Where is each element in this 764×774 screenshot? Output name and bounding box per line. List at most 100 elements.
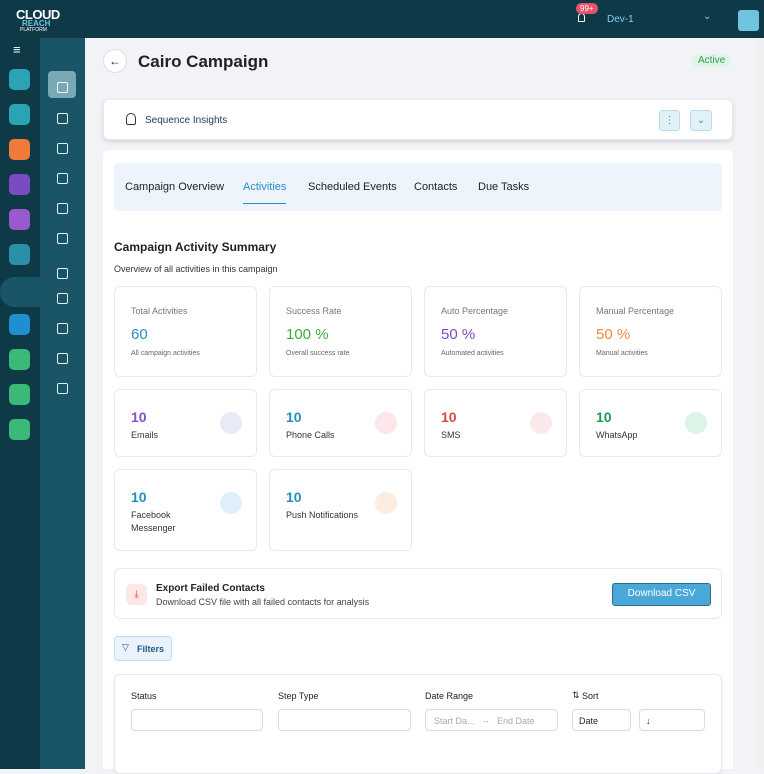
chevron[interactable]: ⌄: [703, 11, 712, 22]
subnav-icon[interactable]: [57, 268, 68, 279]
subnav-icon[interactable]: [57, 353, 68, 364]
stat-value: 50 %: [596, 326, 631, 343]
channel-value: 10: [131, 409, 147, 425]
nav-icon[interactable]: [9, 419, 30, 440]
sort-field[interactable]: Date: [572, 709, 631, 731]
filter-icon: ▽: [122, 642, 129, 652]
export-card: ⤓ Export Failed Contacts Download CSV fi…: [114, 568, 722, 619]
channel-icon: [220, 492, 242, 514]
sort-field-value: Date: [579, 716, 599, 726]
main-panel: [103, 150, 733, 769]
channel-label: Facebook Messenger: [131, 510, 176, 533]
nav-icon[interactable]: [9, 384, 30, 405]
scrollbar: [756, 38, 764, 769]
nav-icon[interactable]: [9, 69, 30, 90]
badge: 99+: [576, 3, 598, 14]
channel-value: 10: [131, 489, 147, 505]
user[interactable]: Dev-1: [607, 14, 634, 25]
channel-card: 10 Push Notifications: [269, 469, 412, 551]
subsidebar: [40, 38, 85, 769]
arrow: →: [481, 715, 490, 725]
sort-dir[interactable]: ↓: [639, 709, 705, 731]
status-badge: Active: [692, 54, 732, 67]
download-label: Download CSV: [627, 588, 696, 599]
menu[interactable]: ≡: [13, 42, 21, 57]
logo: PLATFORM: [20, 27, 47, 33]
subnav-icon[interactable]: [57, 323, 68, 334]
stat-note: Overall success rate: [286, 350, 350, 357]
stat-label: Auto Percentage: [441, 306, 509, 316]
subnav-icon[interactable]: [57, 383, 68, 394]
page-title: Cairo Campaign: [138, 52, 269, 71]
filters-label: Filters: [137, 644, 165, 654]
subnav-icon[interactable]: [57, 82, 68, 93]
logo: REACH: [22, 19, 51, 28]
active-item[interactable]: [48, 71, 76, 98]
nav-icon[interactable]: [9, 209, 30, 230]
nav-icon[interactable]: [9, 139, 30, 160]
sort-dir-value: ↓: [646, 716, 651, 726]
active-nav[interactable]: [0, 277, 40, 307]
start-date: Start Da...: [434, 716, 475, 726]
channel-card: 10 Phone Calls: [269, 389, 412, 457]
subnav-icon[interactable]: [57, 233, 68, 244]
channel-card: 10 Facebook Messenger: [114, 469, 257, 551]
summary-title: Campaign Activity Summary: [114, 240, 277, 254]
tab[interactable]: Campaign Overview: [125, 181, 225, 193]
channel-icon: [685, 412, 707, 434]
more-button[interactable]: ⋮: [659, 110, 680, 131]
stat-note: Automated activities: [441, 350, 504, 357]
subnav-icon[interactable]: [57, 113, 68, 124]
nav-icon[interactable]: [9, 244, 30, 265]
tab[interactable]: Scheduled Events: [308, 181, 397, 193]
filter-label: Step Type: [278, 691, 319, 701]
filter-label: Status: [131, 691, 157, 701]
tab[interactable]: Contacts: [414, 181, 458, 193]
status-select[interactable]: [131, 709, 263, 731]
end-date: End Date: [497, 716, 535, 726]
channel-label: WhatsApp: [596, 430, 638, 440]
export-subtitle: Download CSV file with all failed contac…: [156, 597, 370, 607]
channel-icon: [375, 412, 397, 434]
stat-note: All campaign activities: [131, 350, 200, 357]
download-button[interactable]: Download CSV: [612, 583, 711, 606]
subnav-icon[interactable]: [57, 143, 68, 154]
tab[interactable]: Activities: [243, 181, 287, 204]
bell[interactable]: [578, 13, 585, 22]
subnav-icon[interactable]: [57, 293, 68, 304]
channel-icon: [530, 412, 552, 434]
channel-value: 10: [596, 409, 612, 425]
stat-label: Manual Percentage: [596, 306, 675, 316]
tab[interactable]: Due Tasks: [478, 181, 530, 193]
channel-icon: [220, 412, 242, 434]
channel-card: 10 Emails: [114, 389, 257, 457]
export-title: Export Failed Contacts: [156, 583, 265, 594]
logo: CLOUD: [16, 7, 60, 22]
channel-label: Phone Calls: [286, 430, 335, 440]
stat-value: 50 %: [441, 326, 476, 343]
tab-bar: [114, 163, 722, 211]
back-button[interactable]: ←: [103, 49, 127, 73]
channel-value: 10: [441, 409, 457, 425]
subnav-icon[interactable]: [57, 173, 68, 184]
stat-card: Manual Percentage 50 % Manual activities: [579, 286, 722, 377]
nav-icon[interactable]: [9, 174, 30, 195]
stat-value: 60: [131, 326, 148, 343]
export-icon: ⤓: [126, 584, 147, 605]
filters-button[interactable]: Filters: [114, 636, 172, 661]
channel-icon: [375, 492, 397, 514]
avatar[interactable]: [738, 10, 759, 31]
stat-value: 100 %: [286, 326, 329, 343]
channel-card: 10 SMS: [424, 389, 567, 457]
filter-label: Date Range: [425, 691, 474, 701]
subnav-icon[interactable]: [57, 203, 68, 214]
nav-icon[interactable]: [9, 104, 30, 125]
step-type-select[interactable]: [278, 709, 411, 731]
expand-button[interactable]: ⌄: [690, 110, 712, 131]
date-range[interactable]: Start Da... → End Date: [425, 709, 558, 731]
stat-card: Total Activities 60 All campaign activit…: [114, 286, 257, 377]
nav-icon[interactable]: [9, 314, 30, 335]
insights-title[interactable]: Sequence Insights: [145, 115, 228, 126]
stat-card: Success Rate 100 % Overall success rate: [269, 286, 412, 377]
nav-icon[interactable]: [9, 349, 30, 370]
